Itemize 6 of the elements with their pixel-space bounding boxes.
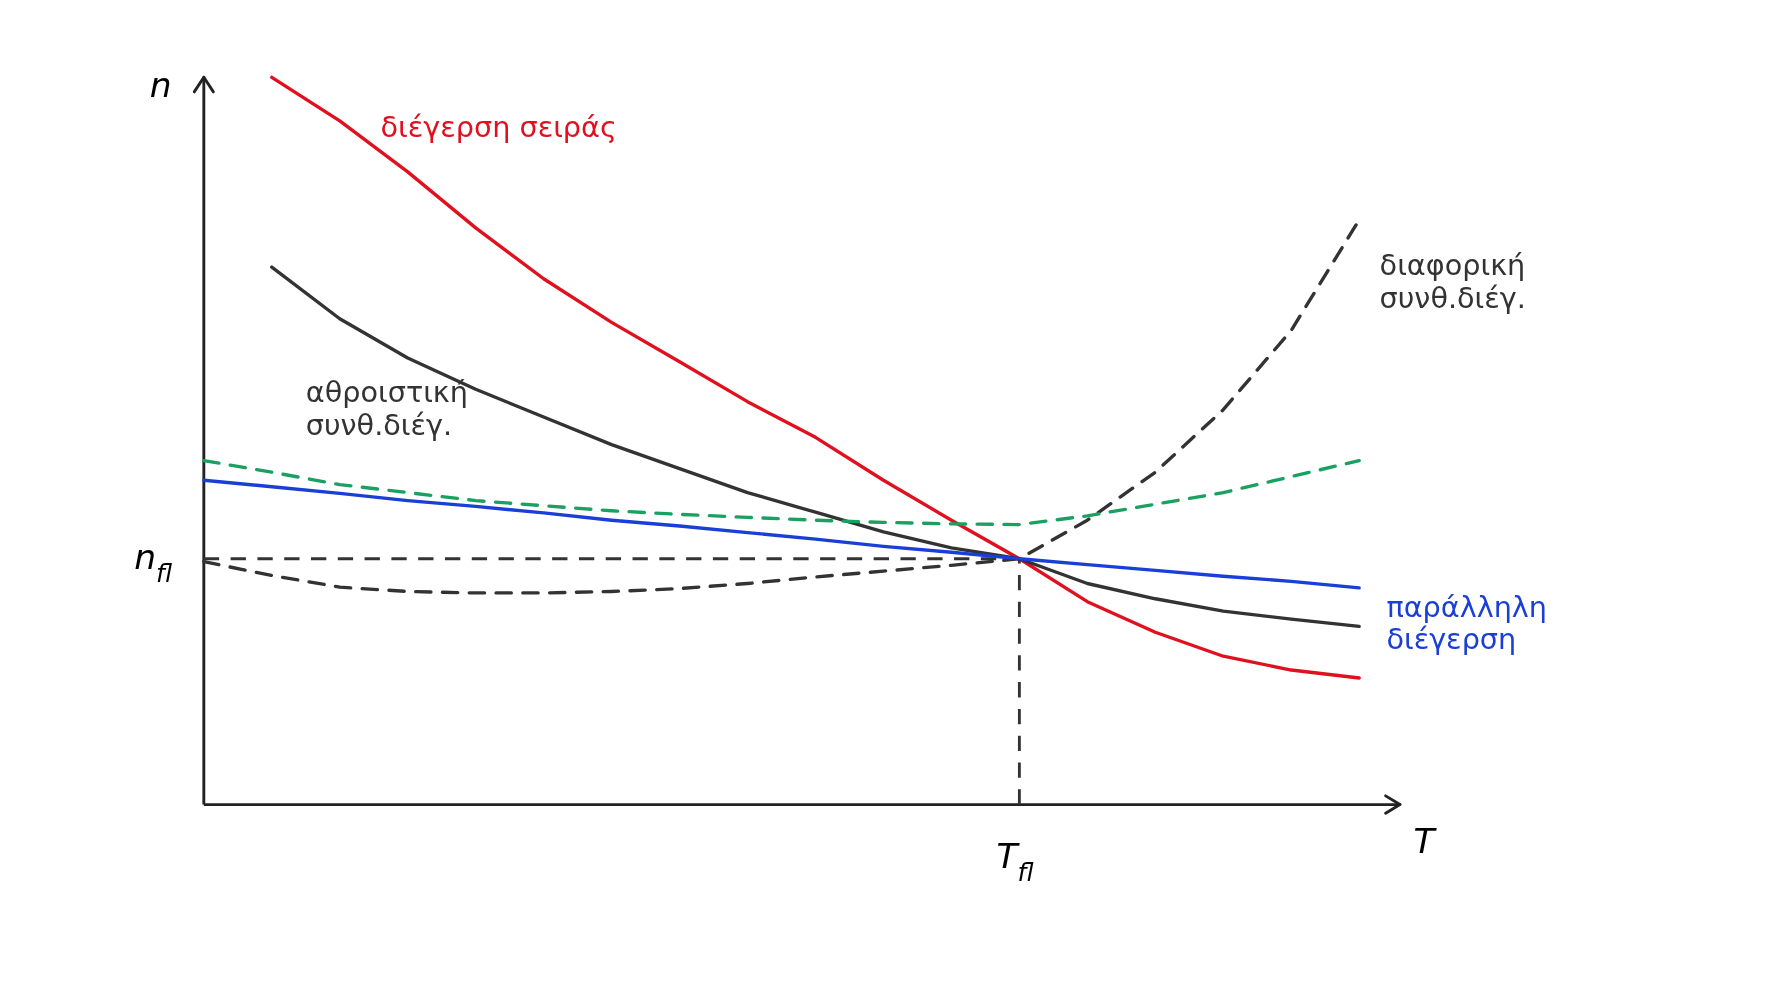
- series-label: αθροιστική συνθ.διέγ.: [305, 375, 468, 442]
- series-label: παράλληλη διέγερση: [1386, 589, 1547, 657]
- series-label: διέγερση σειράς: [380, 109, 617, 144]
- series-label: διαφορική συνθ.διέγ.: [1379, 248, 1526, 315]
- x-axis-title: T: [1413, 821, 1438, 862]
- y-axis-title: n: [149, 65, 172, 106]
